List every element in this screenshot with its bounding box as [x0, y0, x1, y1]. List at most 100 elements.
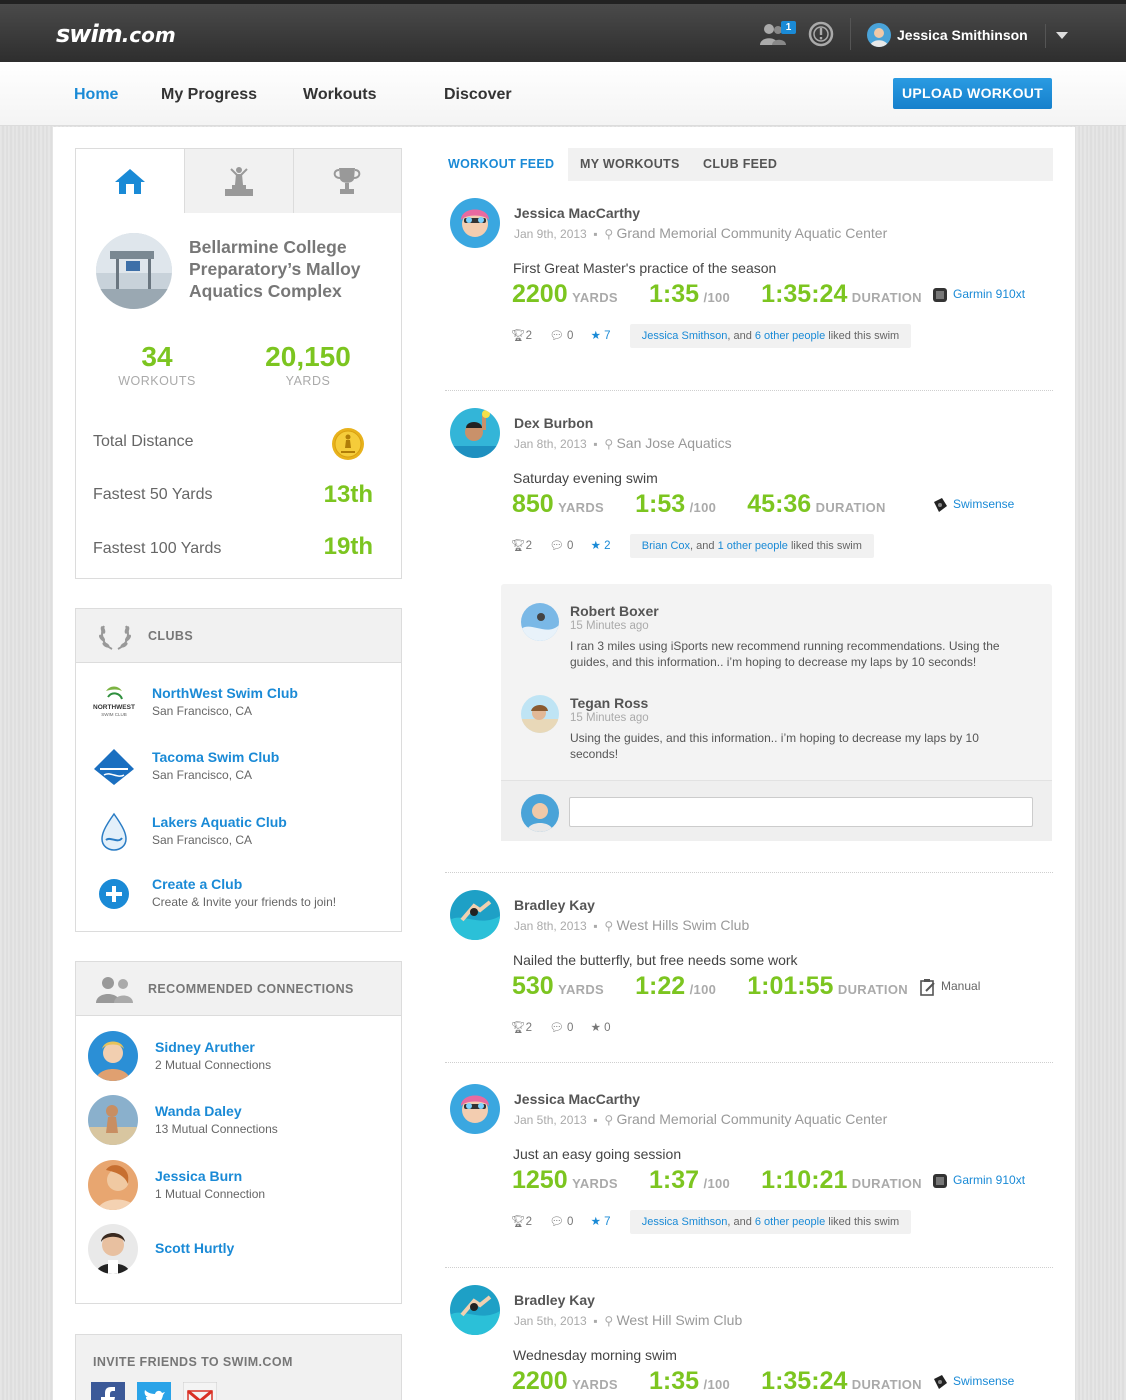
star-action[interactable]: ★ 7 [590, 330, 611, 342]
gold-medal-icon[interactable] [331, 427, 365, 461]
user-name[interactable]: Jessica Smithinson [897, 27, 1028, 43]
upload-workout-button[interactable]: UPLOAD WORKOUT [893, 78, 1052, 109]
alert-icon[interactable] [808, 21, 834, 47]
plus-circle-icon[interactable] [90, 874, 138, 914]
yards-label: YARDS [285, 374, 331, 388]
gmail-icon[interactable] [183, 1382, 217, 1400]
club-item[interactable]: Tacoma Swim Club San Francisco, CA [90, 747, 390, 791]
post-location[interactable]: Grand Memorial Community Aquatic Center [616, 1111, 888, 1127]
others-link[interactable]: 1 other people [717, 540, 788, 552]
tab-trophy[interactable] [292, 149, 401, 213]
others-link[interactable]: 6 other people [754, 330, 826, 342]
friend-requests-icon[interactable] [760, 22, 788, 46]
connection-item[interactable]: Wanda Daley 13 Mutual Connections [88, 1095, 388, 1147]
yards-value: 1250 [512, 1166, 568, 1194]
connection-item[interactable]: Sidney Aruther 2 Mutual Connections [88, 1031, 388, 1083]
others-link[interactable]: 6 other people [754, 1216, 826, 1228]
comment-avatar[interactable] [521, 603, 559, 641]
connection-avatar[interactable] [88, 1224, 138, 1274]
facebook-icon[interactable] [91, 1382, 125, 1400]
tab-my-workouts[interactable]: MY WORKOUTS [580, 157, 680, 171]
star-action[interactable]: ★ 2 [590, 540, 611, 552]
device-link[interactable]: Garmin 910xt [932, 286, 1025, 304]
comment-author[interactable]: Tegan Ross [570, 695, 649, 711]
star-action[interactable]: ★ 0 [590, 1022, 611, 1034]
nav-workouts[interactable]: Workouts [303, 86, 377, 103]
club-item[interactable]: NORTHWEST SWIM CLUB NorthWest Swim Club … [90, 683, 390, 727]
nav-my-progress[interactable]: My Progress [161, 86, 258, 103]
connection-name[interactable]: Scott Hurtly [155, 1240, 235, 1256]
venue-name[interactable]: Bellarmine College Preparatory’s Malloy … [189, 237, 361, 301]
create-club-link[interactable]: Create a Club [152, 876, 243, 892]
duration-unit: DURATION [815, 500, 886, 515]
post-avatar[interactable] [450, 890, 500, 940]
post-location[interactable]: San Jose Aquatics [616, 435, 732, 451]
nav-discover[interactable]: Discover [444, 86, 512, 103]
club-item[interactable]: Lakers Aquatic Club San Francisco, CA [90, 812, 390, 856]
connection-item[interactable]: Jessica Burn 1 Mutual Connection [88, 1160, 388, 1212]
duration-unit: DURATION [837, 982, 908, 997]
people-icon [96, 977, 133, 1003]
post-meta: Jan 8th, 2013 ▪ ⚲ West Hills Swim Club [514, 917, 750, 933]
post-avatar[interactable] [450, 408, 500, 458]
venue-image[interactable] [96, 233, 172, 309]
connection-name[interactable]: Wanda Daley [155, 1103, 242, 1119]
comment-author[interactable]: Robert Boxer [570, 603, 659, 619]
pace-value: 1:35 [649, 280, 700, 308]
comment-action[interactable]: 💬︎ 0 [549, 1022, 574, 1034]
post-avatar[interactable] [450, 1084, 500, 1134]
comment-action[interactable]: 💬︎ 0 [549, 330, 574, 342]
cheer-action[interactable]: 🏆︎2 [511, 1216, 533, 1228]
comment-action[interactable]: 💬︎ 0 [549, 540, 574, 552]
location-pin-icon: ⚲ [604, 227, 614, 241]
device-link[interactable]: Garmin 910xt [932, 1172, 1025, 1190]
connection-name[interactable]: Jessica Burn [155, 1168, 243, 1184]
comment-action[interactable]: 💬︎ 0 [549, 1216, 574, 1228]
connection-item[interactable]: Scott Hurtly [88, 1224, 388, 1276]
connection-avatar[interactable] [88, 1160, 138, 1210]
post-author[interactable]: Bradley Kay [514, 1292, 595, 1308]
connection-name[interactable]: Sidney Aruther [155, 1039, 255, 1055]
liker-link[interactable]: Brian Cox [641, 540, 691, 552]
cheer-action[interactable]: 🏆︎2 [511, 540, 533, 552]
top-separator [1045, 24, 1046, 48]
create-club-item[interactable]: Create a Club Create & Invite your frien… [90, 874, 390, 918]
swim-logo[interactable]: swim.com [56, 20, 176, 48]
chevron-down-icon[interactable] [1056, 32, 1068, 39]
tab-podium[interactable] [184, 149, 293, 213]
tab-home[interactable] [76, 149, 185, 214]
device-link[interactable]: Swimsense [932, 1373, 1014, 1391]
connection-avatar[interactable] [88, 1095, 138, 1145]
comment-avatar[interactable] [521, 695, 559, 733]
post-author[interactable]: Bradley Kay [514, 897, 595, 913]
nav-home[interactable]: Home [74, 86, 119, 103]
cheer-action[interactable]: 🏆︎2 [511, 330, 533, 342]
pace-value: 1:37 [649, 1166, 700, 1194]
comment-input[interactable] [569, 797, 1033, 827]
club-name[interactable]: NorthWest Swim Club [152, 685, 298, 701]
twitter-icon[interactable] [137, 1382, 171, 1400]
post-location[interactable]: West Hill Swim Club [616, 1312, 743, 1328]
post-author[interactable]: Dex Burbon [514, 415, 594, 431]
liker-link[interactable]: Jessica Smithson [641, 1216, 728, 1228]
club-name[interactable]: Tacoma Swim Club [152, 749, 280, 765]
fastest-50-rank: 13th [323, 481, 373, 508]
post-avatar[interactable] [450, 198, 500, 248]
club-name[interactable]: Lakers Aquatic Club [152, 814, 287, 830]
post-location[interactable]: Grand Memorial Community Aquatic Center [616, 225, 888, 241]
user-avatar[interactable] [867, 23, 891, 47]
pace-unit: /100 [689, 982, 717, 997]
post-title: Nailed the butterfly, but free needs som… [513, 952, 798, 968]
device-link[interactable]: Swimsense [932, 496, 1014, 514]
post-author[interactable]: Jessica MacCarthy [514, 205, 641, 221]
tab-workout-feed[interactable]: WORKOUT FEED [434, 148, 569, 181]
tab-club-feed[interactable]: CLUB FEED [703, 157, 778, 171]
cheer-action[interactable]: 🏆︎2 [511, 1022, 533, 1034]
connection-avatar[interactable] [88, 1031, 138, 1081]
liker-link[interactable]: Jessica Smithson [641, 330, 728, 342]
post-location[interactable]: West Hills Swim Club [616, 917, 750, 933]
post-stats: 850 YARDS 1:53 /100 45:36 DURATION [512, 490, 886, 519]
star-action[interactable]: ★ 7 [590, 1216, 611, 1228]
post-avatar[interactable] [450, 1285, 500, 1335]
post-author[interactable]: Jessica MacCarthy [514, 1091, 641, 1107]
